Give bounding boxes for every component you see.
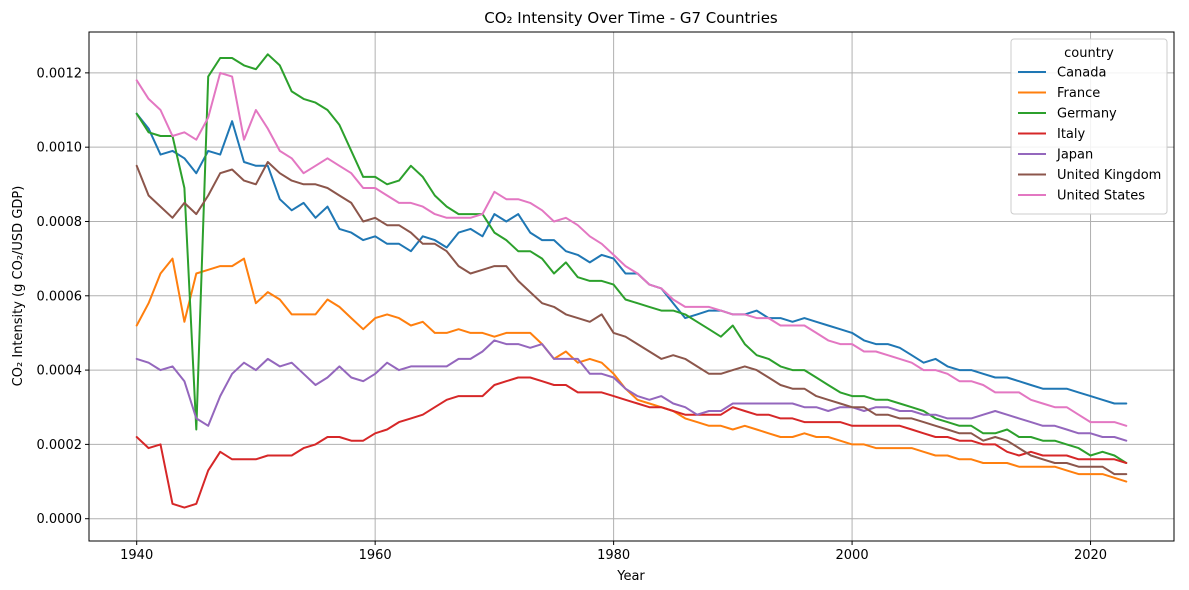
legend-items: Canada France Germany Italy Japan United King… xyxy=(1018,66,1161,204)
y-tick-label: 0.0012 xyxy=(37,66,83,81)
legend-label: Canada xyxy=(1057,66,1106,81)
series-line-france xyxy=(135,257,1128,483)
series-line-japan xyxy=(135,339,1128,442)
series-line-germany xyxy=(135,53,1128,464)
legend: country Canada France Germany Italy Japan Uni… xyxy=(1010,38,1168,215)
legend-box xyxy=(1010,38,1168,215)
legend-label: Italy xyxy=(1057,127,1086,142)
legend-label: Germany xyxy=(1057,107,1117,122)
series-line-united-kingdom xyxy=(135,161,1128,476)
x-axis-ticks: 1940 1960 1980 2000 2020 xyxy=(120,541,1107,563)
legend-label: France xyxy=(1057,86,1100,101)
series-line-united-states xyxy=(135,71,1128,427)
x-tick-label: 2020 xyxy=(1074,548,1107,563)
x-tick-label: 1960 xyxy=(359,548,392,563)
y-tick-label: 0.0004 xyxy=(37,364,83,379)
series-lines xyxy=(135,53,1128,509)
x-tick-label: 1940 xyxy=(120,548,153,563)
series-line-italy xyxy=(135,376,1128,509)
series-line-canada xyxy=(135,112,1128,405)
y-axis-label: CO₂ Intensity (g CO₂/USD GDP) xyxy=(11,186,26,387)
x-tick-label: 2000 xyxy=(836,548,869,563)
y-tick-label: 0.0000 xyxy=(37,512,83,527)
y-tick-label: 0.0008 xyxy=(37,215,83,230)
plot-frame xyxy=(88,31,1175,542)
x-tick-label: 1980 xyxy=(597,548,630,563)
y-tick-label: 0.0006 xyxy=(37,289,83,304)
legend-title: country xyxy=(1064,46,1114,61)
y-axis-ticks: 0.0000 0.0002 0.0004 0.0006 0.0008 0.0010 0.00… xyxy=(37,66,89,527)
y-tick-label: 0.0002 xyxy=(37,438,83,453)
chart-title: CO₂ Intensity Over Time - G7 Countries xyxy=(484,9,778,27)
legend-label: United Kingdom xyxy=(1057,168,1161,183)
legend-label: United States xyxy=(1057,189,1145,204)
x-axis-label: Year xyxy=(616,569,645,584)
legend-label: Japan xyxy=(1056,148,1093,163)
y-tick-label: 0.0010 xyxy=(37,141,83,156)
